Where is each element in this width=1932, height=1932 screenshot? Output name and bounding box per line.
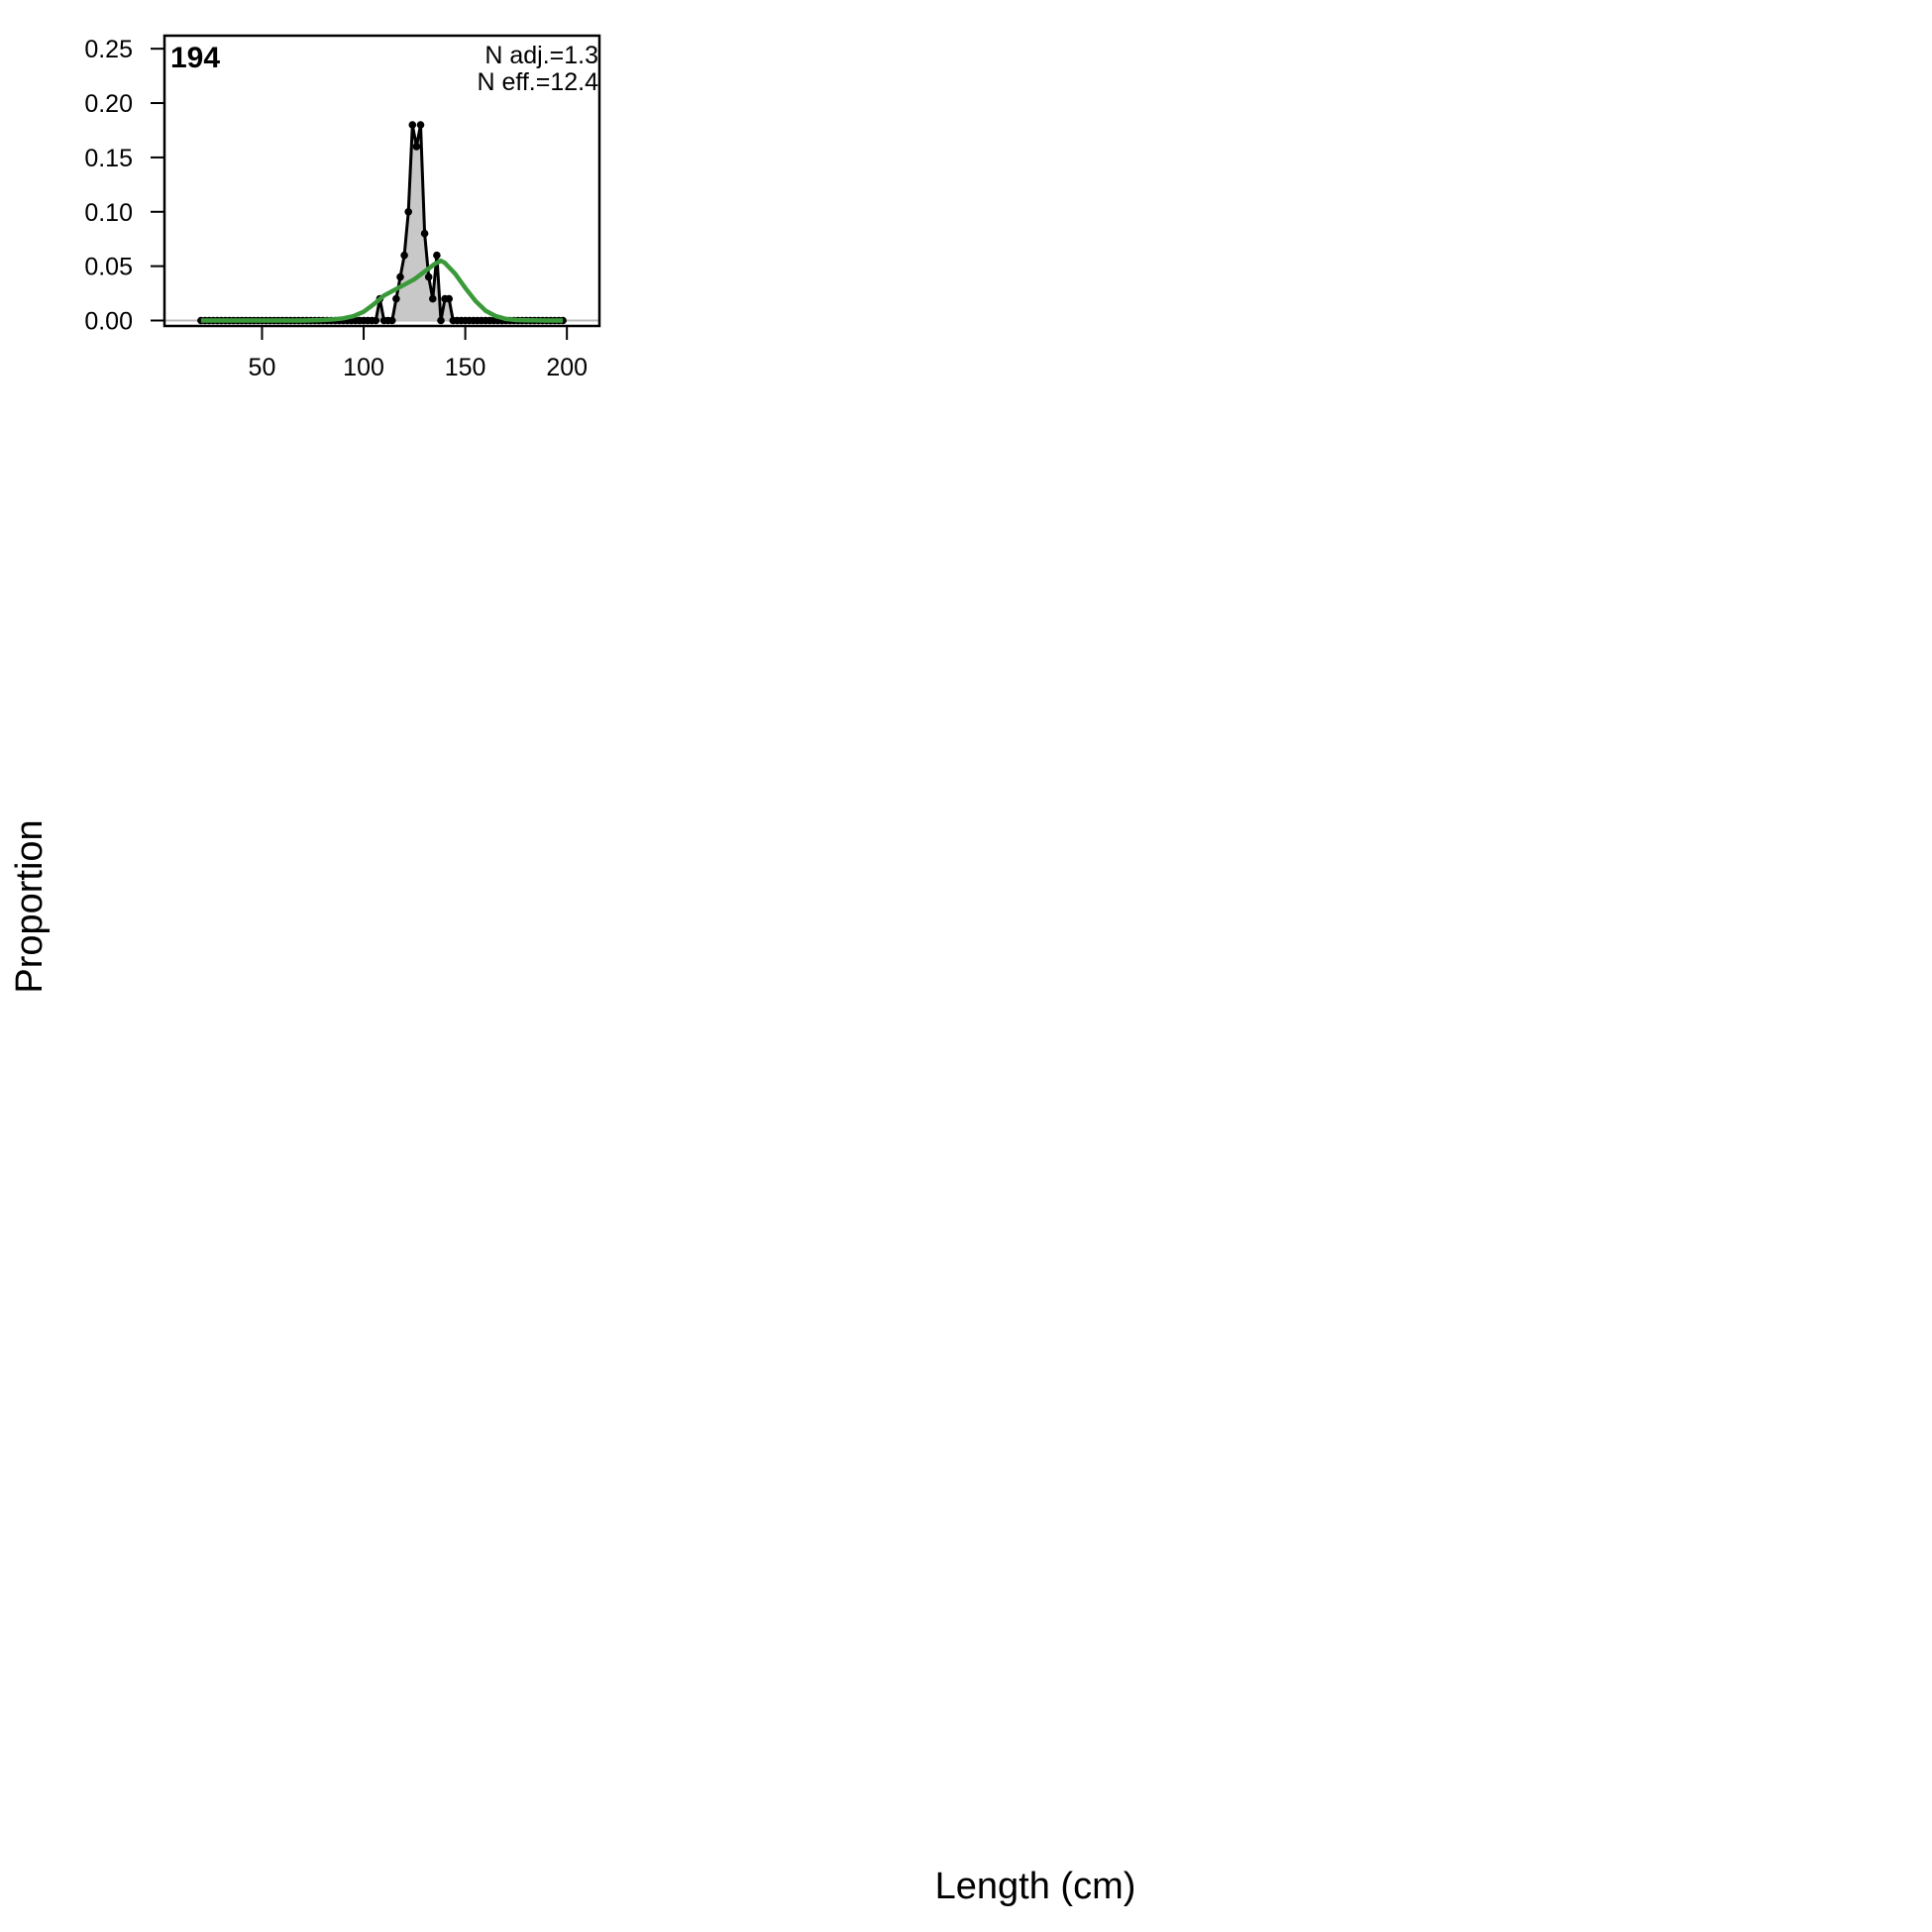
y-tick-label: 0.00 [84, 308, 133, 336]
observed-point [416, 121, 425, 129]
y-axis: 0.00 0.05 0.10 0.15 0.20 0.25 [84, 36, 164, 336]
observed-point [404, 208, 413, 216]
observed-point [424, 272, 433, 281]
observed-point [420, 229, 429, 238]
observed-point [408, 121, 417, 129]
x-tick-label: 150 [445, 354, 486, 381]
observed-point [412, 143, 421, 151]
observed-point [437, 316, 445, 325]
y-tick-label: 0.25 [84, 36, 133, 63]
x-axis-title: Length (cm) [935, 1866, 1136, 1907]
n-adj-annotation: N adj.=1.3 [484, 42, 598, 69]
observed-line [200, 124, 564, 322]
x-tick-label: 50 [249, 354, 276, 381]
observed-point [388, 316, 396, 325]
plot-frame [162, 34, 601, 328]
x-axis: 50 100 150 200 [249, 326, 588, 381]
observed-point [400, 251, 408, 260]
panel-label: 194 [170, 42, 220, 74]
x-tick-label: 100 [343, 354, 384, 381]
plot-area [162, 34, 601, 328]
observed-point [396, 272, 404, 281]
observed-point [445, 294, 454, 303]
y-tick-label: 0.15 [84, 145, 133, 172]
expected-line [200, 258, 564, 323]
observed-point [392, 294, 400, 303]
y-tick-label: 0.05 [84, 254, 133, 281]
y-tick-label: 0.10 [84, 199, 133, 227]
observed-point [433, 251, 441, 260]
observed-area [200, 125, 564, 321]
y-axis-title: Proportion [9, 819, 51, 993]
observed-point [372, 316, 380, 325]
x-tick-label: 200 [546, 354, 588, 381]
observed-point [429, 294, 437, 303]
y-tick-label: 0.20 [84, 90, 133, 118]
n-eff-annotation: N eff.=12.4 [477, 68, 598, 96]
